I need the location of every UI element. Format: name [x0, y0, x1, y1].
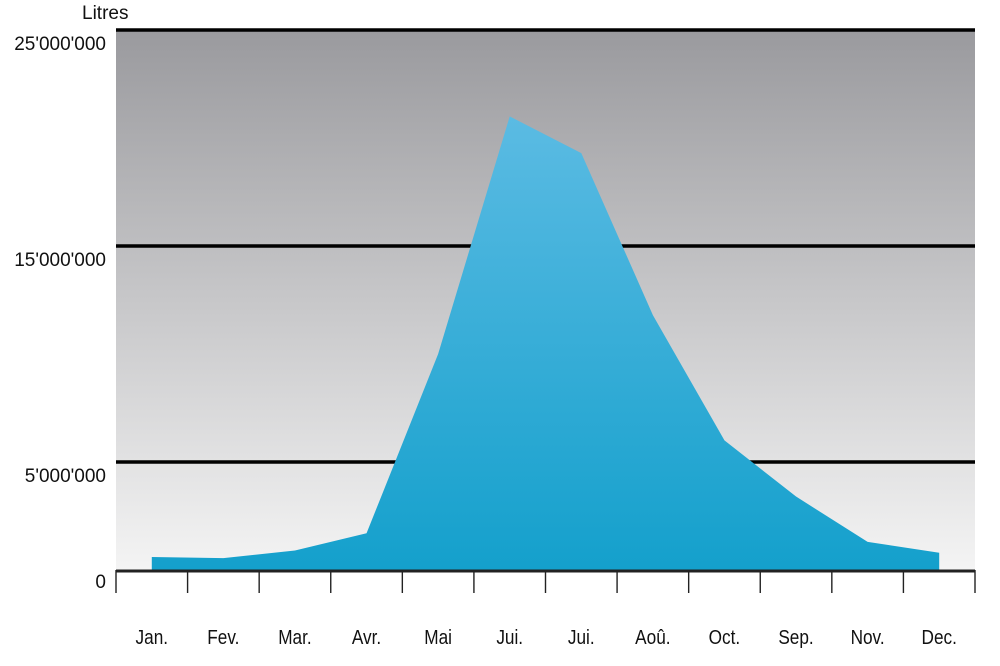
y-tick-label-2: 15'000'000 — [14, 250, 106, 271]
y-tick-label-1: 5'000'000 — [25, 466, 106, 487]
x-tick-label-7: Aoû. — [635, 626, 670, 649]
x-tick-label-4: Mai — [424, 626, 452, 649]
x-tick-label-0: Jan. — [136, 626, 168, 649]
x-tick-label-5: Jui. — [496, 626, 523, 649]
x-tick-label-1: Fev. — [207, 626, 239, 649]
x-axis — [115, 569, 976, 593]
y-axis-label: Litres — [82, 3, 128, 24]
area-series — [151, 116, 940, 571]
y-axis-tick-labels: 0 5'000'000 15'000'000 25'000'000 — [14, 34, 106, 593]
x-tick-label-9: Sep. — [778, 626, 813, 649]
x-tick-label-10: Nov. — [851, 626, 885, 649]
y-tick-label-3: 25'000'000 — [14, 34, 106, 55]
x-tick-label-11: Dec. — [922, 626, 957, 649]
x-tick-label-6: Jui. — [568, 626, 595, 649]
x-tick-label-3: Avr. — [352, 626, 381, 649]
x-axis-tick-labels: Jan. Fev. Mar. Avr. Mai Jui. Jui. Aoû. Oct. Sep. N… — [136, 626, 957, 649]
x-tick-label-2: Mar. — [278, 626, 311, 649]
y-tick-label-0: 0 — [95, 572, 106, 593]
x-tick-label-8: Oct. — [709, 626, 741, 649]
